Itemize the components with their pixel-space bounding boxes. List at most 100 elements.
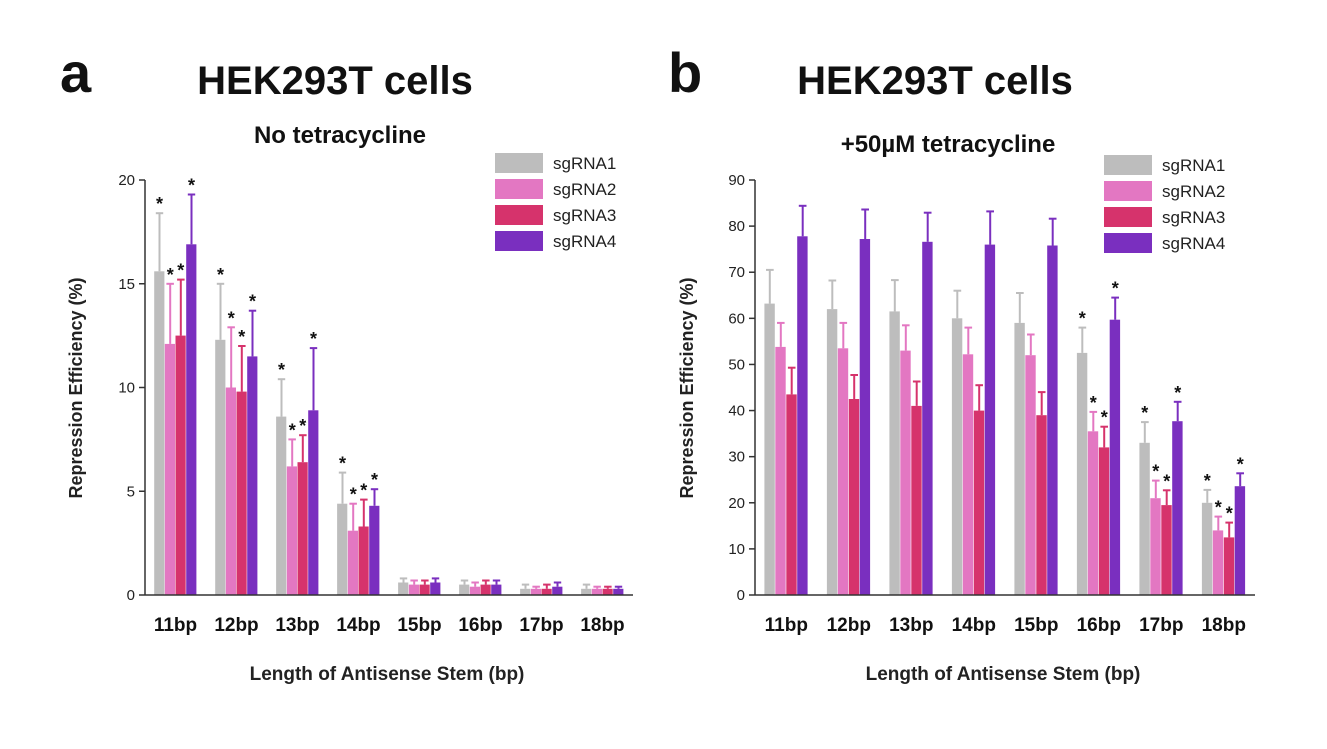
- significance-marker: *: [310, 329, 317, 349]
- bar-sgRNA1-16bp: [459, 584, 470, 595]
- bar-sgRNA1-14bp: [951, 318, 963, 595]
- y-tick-label: 50: [728, 356, 745, 373]
- significance-marker: *: [299, 416, 306, 436]
- bar-sgRNA3-12bp: [236, 391, 247, 595]
- x-tick-label-12bp: 12bp: [827, 615, 871, 636]
- y-tick-label: 40: [728, 403, 745, 420]
- bar-sgRNA2-11bp: [164, 343, 175, 595]
- significance-marker: *: [1112, 279, 1119, 299]
- bar-sgRNA2-16bp: [469, 586, 480, 595]
- legend-swatch-sgRNA1: [495, 153, 543, 173]
- x-tick-label-17bp: 17bp: [519, 615, 563, 636]
- bar-sgRNA4-18bp: [1234, 486, 1246, 595]
- significance-marker: *: [177, 261, 184, 281]
- x-tick-label-13bp: 13bp: [275, 615, 319, 636]
- y-tick-label: 15: [118, 276, 135, 293]
- bar-sgRNA3-11bp: [786, 394, 797, 595]
- significance-marker: *: [217, 265, 224, 285]
- significance-marker: *: [156, 194, 163, 214]
- legend-swatch-sgRNA3: [1104, 207, 1152, 227]
- bar-sgRNA3-15bp: [419, 584, 430, 595]
- x-tick-label-11bp: 11bp: [154, 615, 197, 636]
- bar-sgRNA2-12bp: [225, 387, 236, 595]
- x-tick-label-11bp: 11bp: [765, 615, 808, 636]
- significance-marker: *: [278, 360, 285, 380]
- significance-marker: *: [1101, 408, 1108, 428]
- bar-sgRNA4-11bp: [186, 244, 197, 596]
- bar-sgRNA2-18bp: [591, 588, 602, 595]
- panel-a-label: a: [60, 41, 92, 104]
- bar-sgRNA1-18bp: [1201, 502, 1213, 595]
- bar-sgRNA3-17bp: [1161, 505, 1172, 595]
- legend-label-sgRNA2: sgRNA2: [1162, 182, 1225, 201]
- bar-sgRNA1-13bp: [889, 311, 900, 595]
- bar-sgRNA3-14bp: [973, 410, 985, 595]
- y-tick-label: 10: [728, 541, 745, 558]
- panel-b-label: b: [668, 41, 702, 104]
- significance-marker: *: [249, 292, 256, 312]
- x-tick-label-16bp: 16bp: [458, 615, 502, 636]
- chart-a-ylabel: Repression Efficiency (%): [66, 277, 86, 498]
- significance-marker: *: [1090, 393, 1097, 413]
- legend-swatch-sgRNA2: [1104, 181, 1152, 201]
- bar-sgRNA3-17bp: [541, 588, 552, 595]
- legend-label-sgRNA1: sgRNA1: [553, 154, 616, 173]
- bar-sgRNA4-14bp: [369, 505, 380, 595]
- chart-b-ylabel: Repression Efficiency (%): [677, 277, 697, 498]
- x-tick-label-15bp: 15bp: [1014, 615, 1058, 636]
- legend-label-sgRNA3: sgRNA3: [553, 206, 616, 225]
- significance-marker: *: [1163, 471, 1170, 491]
- significance-marker: *: [1237, 454, 1244, 474]
- legend-label-sgRNA4: sgRNA4: [1162, 234, 1225, 253]
- bar-sgRNA4-16bp: [1109, 319, 1121, 595]
- bar-sgRNA4-17bp: [1172, 421, 1183, 595]
- y-tick-label: 60: [728, 310, 745, 327]
- bar-sgRNA1-11bp: [154, 271, 165, 595]
- bar-sgRNA4-17bp: [552, 586, 563, 595]
- y-tick-label: 0: [737, 587, 745, 604]
- legend-swatch-sgRNA4: [1104, 233, 1152, 253]
- significance-marker: *: [1204, 471, 1211, 491]
- panel-b-title: HEK293T cells: [797, 59, 1073, 103]
- significance-marker: *: [350, 485, 357, 505]
- bar-sgRNA3-16bp: [480, 584, 491, 595]
- bar-sgRNA1-15bp: [398, 582, 409, 595]
- chart-b-xlabel: Length of Antisense Stem (bp): [866, 664, 1141, 685]
- y-tick-label: 70: [728, 264, 745, 281]
- y-tick-label: 0: [127, 587, 135, 604]
- y-tick-label: 5: [127, 483, 135, 500]
- significance-marker: *: [188, 176, 195, 196]
- bar-sgRNA1-17bp: [520, 588, 531, 595]
- bar-sgRNA4-12bp: [247, 356, 258, 595]
- significance-marker: *: [228, 308, 235, 328]
- y-tick-label: 80: [728, 218, 745, 235]
- bar-sgRNA3-13bp: [297, 462, 308, 595]
- bar-sgRNA2-15bp: [408, 584, 419, 595]
- bar-sgRNA2-13bp: [900, 350, 911, 595]
- x-tick-label-18bp: 18bp: [1202, 615, 1246, 636]
- bar-sgRNA4-14bp: [984, 244, 996, 595]
- legend-label-sgRNA3: sgRNA3: [1162, 208, 1225, 227]
- chart-a-xlabel: Length of Antisense Stem (bp): [250, 664, 525, 685]
- bar-sgRNA4-12bp: [859, 239, 871, 595]
- significance-marker: *: [289, 420, 296, 440]
- bar-sgRNA2-12bp: [837, 348, 849, 595]
- panel-b-subtitle: +50µM tetracycline: [841, 131, 1056, 158]
- bar-sgRNA1-12bp: [215, 339, 226, 595]
- significance-marker: *: [1079, 309, 1086, 329]
- significance-marker: *: [339, 454, 346, 474]
- significance-marker: *: [371, 470, 378, 490]
- significance-marker: *: [1141, 403, 1148, 423]
- significance-marker: *: [1226, 504, 1233, 524]
- bar-sgRNA2-13bp: [286, 466, 297, 595]
- bar-sgRNA4-11bp: [797, 236, 808, 596]
- y-tick-label: 10: [118, 380, 135, 397]
- bar-sgRNA2-14bp: [962, 354, 974, 595]
- bar-sgRNA2-15bp: [1025, 355, 1036, 595]
- bar-sgRNA2-17bp: [1150, 498, 1161, 595]
- x-tick-label-15bp: 15bp: [397, 615, 441, 636]
- significance-marker: *: [360, 481, 367, 501]
